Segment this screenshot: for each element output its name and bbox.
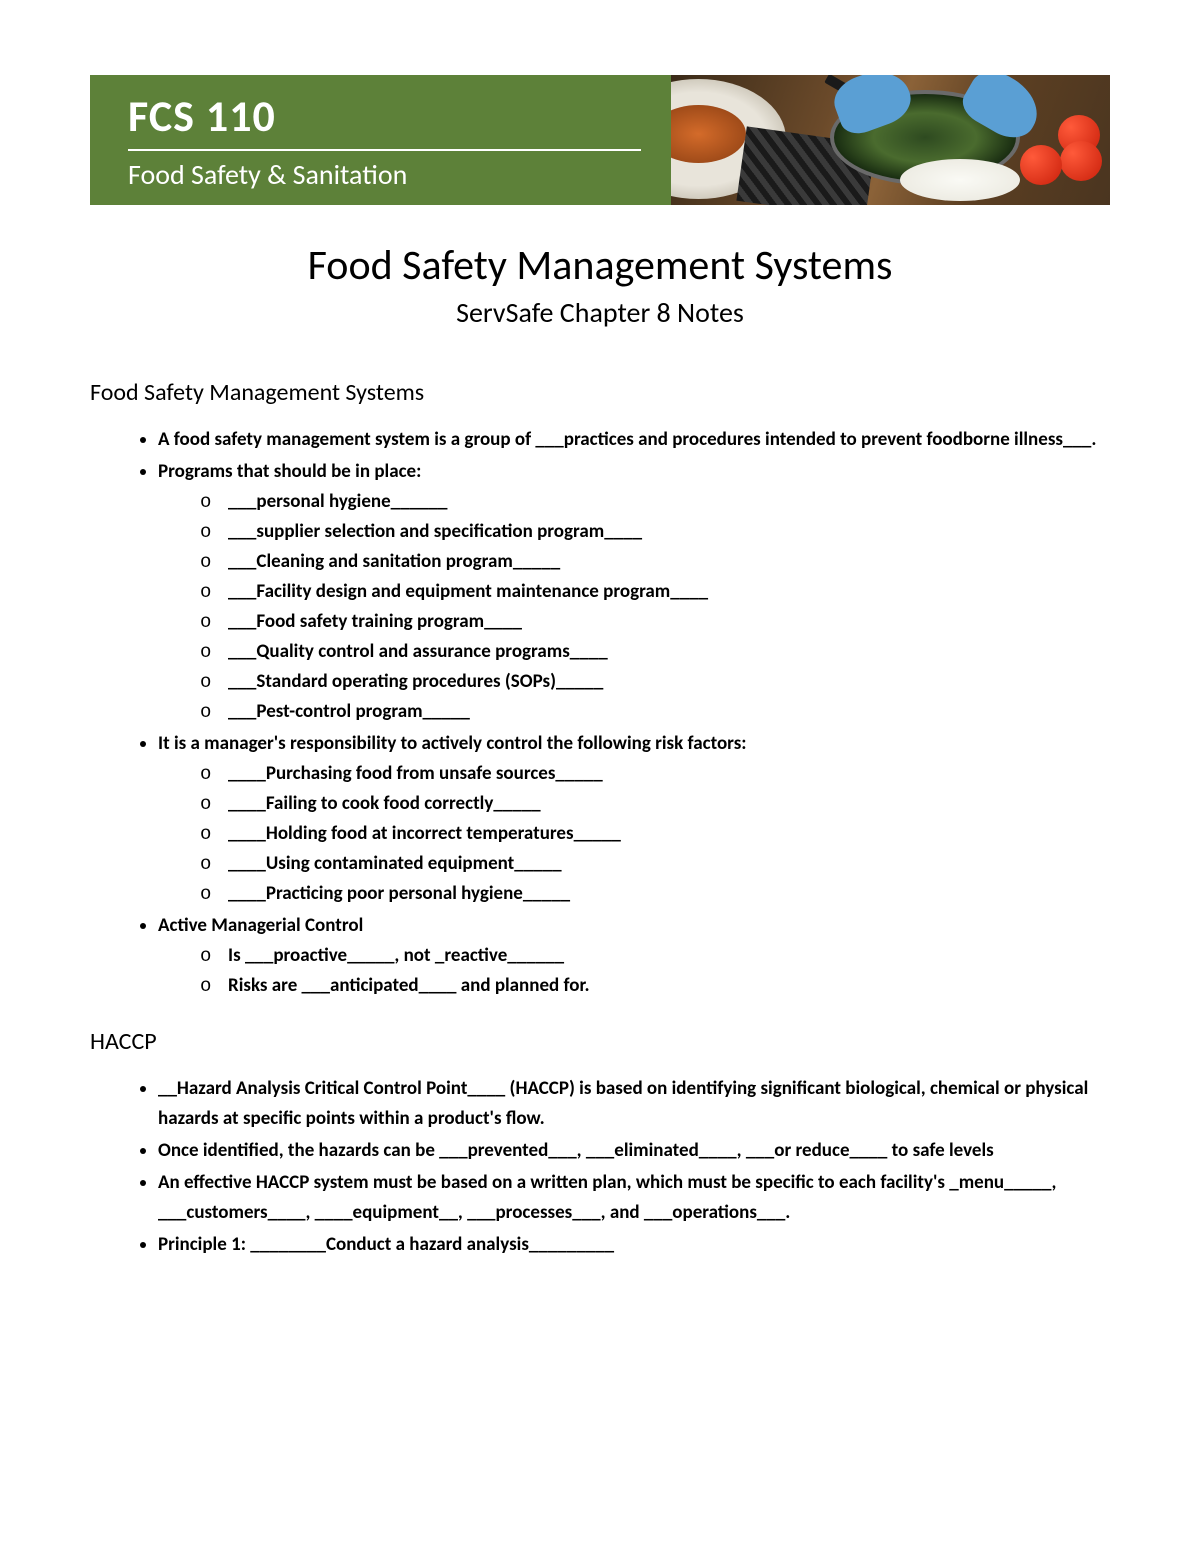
programs-sublist: ___personal hygiene______ ___supplier se… — [158, 487, 1110, 727]
list-item: ____Holding food at incorrect temperatur… — [200, 819, 1110, 849]
list-item: ___supplier selection and specification … — [200, 517, 1110, 547]
list-item: ____Practicing poor personal hygiene____… — [200, 879, 1110, 909]
banner-image — [671, 75, 1110, 205]
list-item: Active Managerial Control Is ___proactiv… — [158, 911, 1110, 1001]
risk-factors-sublist: ____Purchasing food from unsafe sources_… — [158, 759, 1110, 909]
section-heading-fsms: Food Safety Management Systems — [90, 378, 1110, 407]
list-item: It is a manager's responsibility to acti… — [158, 729, 1110, 909]
list-item: Principle 1: ________Conduct a hazard an… — [158, 1230, 1110, 1260]
list-item: ___personal hygiene______ — [200, 487, 1110, 517]
list-item: ___Pest-control program_____ — [200, 697, 1110, 727]
list-item: ____Purchasing food from unsafe sources_… — [200, 759, 1110, 789]
list-item: ___Quality control and assurance program… — [200, 637, 1110, 667]
list-item: ____Using contaminated equipment_____ — [200, 849, 1110, 879]
list-item: An effective HACCP system must be based … — [158, 1168, 1110, 1228]
course-banner: FCS 110 Food Safety & Sanitation — [90, 75, 1110, 205]
course-name: Food Safety & Sanitation — [128, 157, 641, 192]
banner-text-panel: FCS 110 Food Safety & Sanitation — [90, 75, 671, 205]
section-heading-haccp: HACCP — [90, 1027, 1110, 1056]
course-code: FCS 110 — [128, 89, 641, 151]
page-title: Food Safety Management Systems — [90, 240, 1110, 291]
list-item: ___Food safety training program____ — [200, 607, 1110, 637]
list-item: Is ___proactive_____, not _reactive_____… — [200, 941, 1110, 971]
list-item: A food safety management system is a gro… — [158, 425, 1110, 455]
fsms-list: A food safety management system is a gro… — [90, 425, 1110, 1001]
page-subtitle: ServSafe Chapter 8 Notes — [90, 295, 1110, 330]
list-item: ___Facility design and equipment mainten… — [200, 577, 1110, 607]
list-item: Risks are ___anticipated____ and planned… — [200, 971, 1110, 1001]
list-item: Once identified, the hazards can be ___p… — [158, 1136, 1110, 1166]
haccp-list: __Hazard Analysis Critical Control Point… — [90, 1074, 1110, 1260]
list-item: ____Failing to cook food correctly_____ — [200, 789, 1110, 819]
amc-sublist: Is ___proactive_____, not _reactive_____… — [158, 941, 1110, 1001]
list-item: Programs that should be in place: ___per… — [158, 457, 1110, 727]
list-item: ___Cleaning and sanitation program_____ — [200, 547, 1110, 577]
list-item: __Hazard Analysis Critical Control Point… — [158, 1074, 1110, 1134]
list-item: ___Standard operating procedures (SOPs)_… — [200, 667, 1110, 697]
